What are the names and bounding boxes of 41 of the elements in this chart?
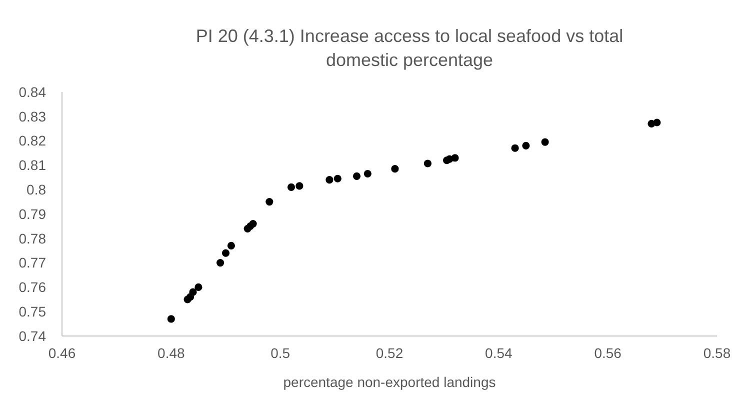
point [296,182,304,190]
point [541,138,549,146]
y-tick-label: 0.78 [18,230,46,246]
y-tick-label: 0.83 [18,108,46,124]
point [222,249,230,257]
chart-title: PI 20 (4.3.1) Increase access to local seafood vs total domestic percentage [196,26,624,70]
point [227,242,236,250]
y-tick-label: 0.75 [18,304,46,320]
y-tick-label: 0.82 [18,132,46,149]
point [266,198,274,206]
point [451,154,459,162]
y-tick-label: 0.74 [18,328,46,344]
point [522,142,530,150]
point [216,259,224,267]
y-tick-label: 0.79 [18,206,46,222]
x-tick-label: 0.52 [376,345,404,361]
y-tick-label: 0.8 [26,182,46,198]
x-tick-label: 0.5 [270,345,290,361]
point [167,315,175,323]
point [391,165,399,173]
x-tick-label: 0.46 [48,345,76,361]
x-tick-label: 0.58 [703,345,731,361]
point [189,288,197,296]
point [364,170,372,178]
y-tick-label: 0.76 [18,279,46,296]
point [326,176,334,184]
point [194,283,202,291]
y-tick-label: 0.81 [18,157,46,174]
x-axis-title: percentage non-exported landings [283,374,496,390]
y-tick-label: 0.77 [18,254,46,271]
point [511,144,519,152]
point [334,174,342,182]
x-tick-label: 0.56 [594,345,622,361]
point [653,118,661,126]
point [424,160,432,168]
point [249,220,257,228]
point [287,183,296,191]
point [352,172,361,180]
x-tick-label: 0.48 [158,345,186,361]
y-tick-label: 0.84 [18,84,46,100]
x-tick-label: 0.54 [485,345,513,361]
